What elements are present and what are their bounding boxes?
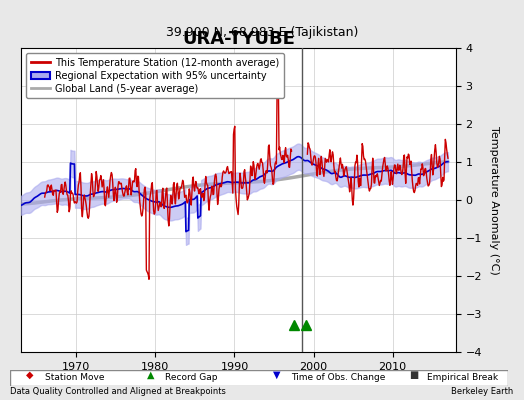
Text: Station Move: Station Move xyxy=(45,374,104,382)
Text: Berkeley Earth: Berkeley Earth xyxy=(451,387,514,396)
Text: ▲: ▲ xyxy=(147,370,154,380)
Text: ◆: ◆ xyxy=(26,370,34,380)
Text: Time of Obs. Change: Time of Obs. Change xyxy=(291,374,385,382)
Text: 39.900 N, 68.983 E (Tajikistan): 39.900 N, 68.983 E (Tajikistan) xyxy=(166,26,358,39)
Text: Data Quality Controlled and Aligned at Breakpoints: Data Quality Controlled and Aligned at B… xyxy=(10,387,226,396)
Text: Empirical Break: Empirical Break xyxy=(427,374,498,382)
Text: Record Gap: Record Gap xyxy=(165,374,217,382)
Text: ■: ■ xyxy=(409,370,418,380)
Y-axis label: Temperature Anomaly (°C): Temperature Anomaly (°C) xyxy=(489,126,499,274)
Title: URA-TYUBE: URA-TYUBE xyxy=(182,30,295,48)
Legend: This Temperature Station (12-month average), Regional Expectation with 95% uncer: This Temperature Station (12-month avera… xyxy=(26,53,284,98)
Text: ▼: ▼ xyxy=(272,370,280,380)
FancyBboxPatch shape xyxy=(10,370,508,386)
